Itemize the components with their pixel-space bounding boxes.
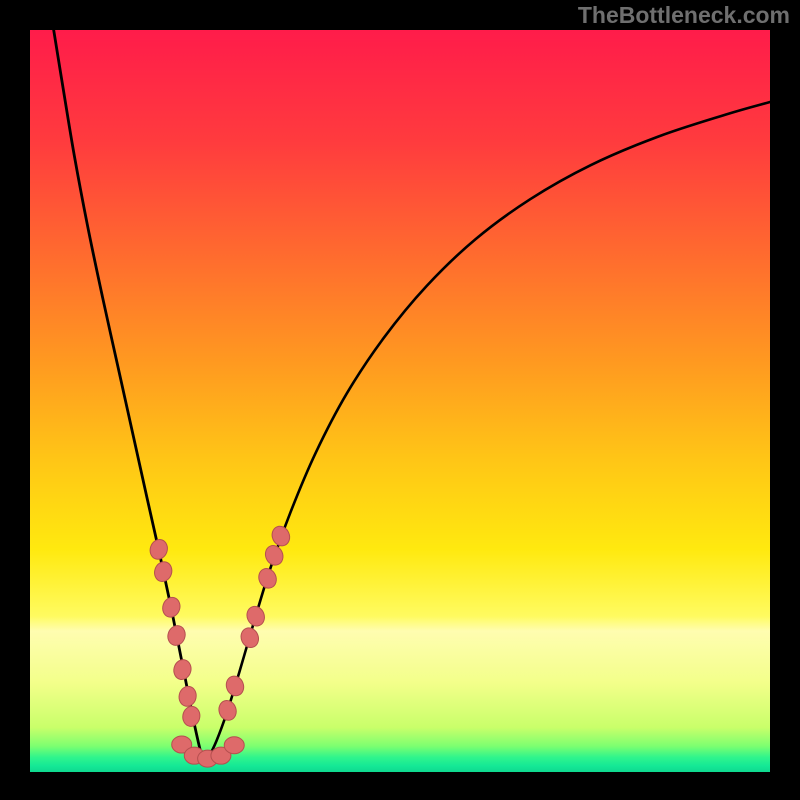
chart-canvas: TheBottleneck.com [0, 0, 800, 800]
data-marker [224, 674, 247, 699]
data-marker [177, 685, 198, 708]
data-marker [224, 737, 244, 754]
left-curve-line [54, 30, 204, 760]
data-marker [269, 523, 293, 548]
data-marker [262, 543, 286, 568]
data-marker [165, 623, 187, 647]
data-marker [172, 658, 194, 682]
watermark-text: TheBottleneck.com [578, 2, 790, 29]
data-marker [216, 698, 238, 722]
data-marker [238, 625, 261, 650]
data-marker [148, 537, 170, 561]
right-curve-line [204, 102, 770, 760]
data-marker [181, 705, 201, 728]
chart-overlay [30, 30, 770, 772]
data-marker [152, 560, 174, 584]
data-marker [160, 595, 182, 619]
data-marker [244, 604, 267, 629]
data-marker [256, 566, 280, 591]
